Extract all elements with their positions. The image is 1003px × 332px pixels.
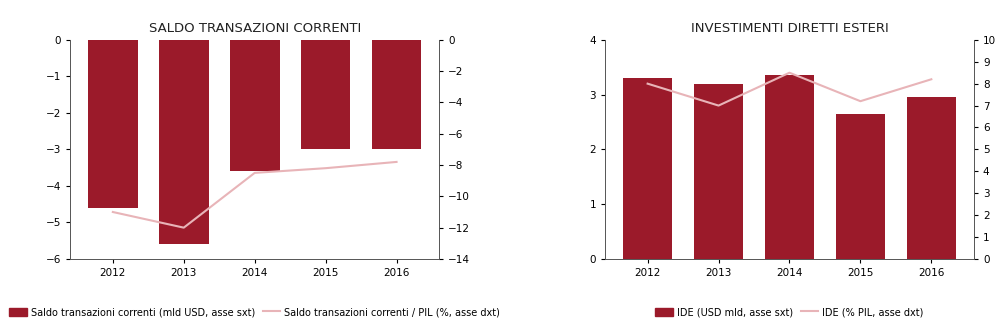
Legend: Saldo transazioni correnti (mld USD, asse sxt), Saldo transazioni correnti / PIL: Saldo transazioni correnti (mld USD, ass… (5, 303, 504, 321)
Bar (693, 84, 742, 259)
Bar (906, 97, 955, 259)
Bar (88, 40, 137, 208)
Bar (834, 114, 885, 259)
Bar (158, 40, 209, 244)
Title: INVESTIMENTI DIRETTI ESTERI: INVESTIMENTI DIRETTI ESTERI (690, 22, 888, 35)
Bar (371, 40, 421, 149)
Bar (301, 40, 350, 149)
Title: SALDO TRANSAZIONI CORRENTI: SALDO TRANSAZIONI CORRENTI (148, 22, 360, 35)
Bar (230, 40, 279, 171)
Bar (622, 78, 672, 259)
Legend: IDE (USD mld, asse sxt), IDE (% PIL, asse dxt): IDE (USD mld, asse sxt), IDE (% PIL, ass… (651, 303, 927, 321)
Bar (764, 75, 813, 259)
